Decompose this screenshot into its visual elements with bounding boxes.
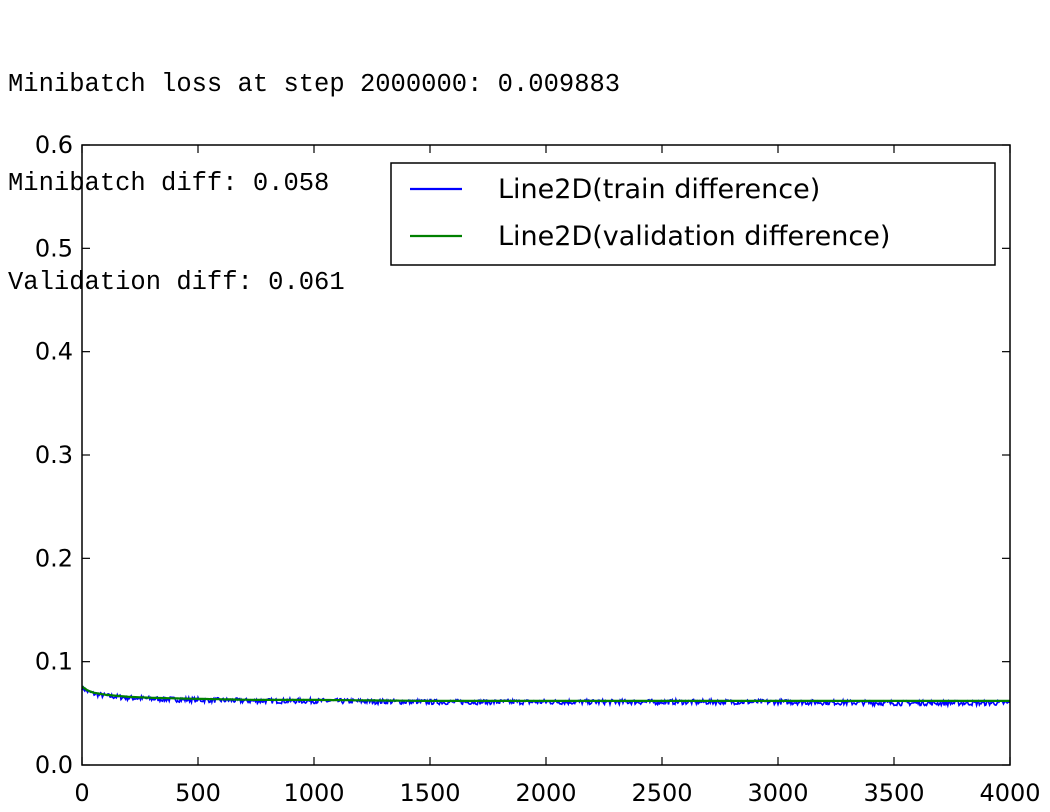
- x-tick-label: 500: [175, 779, 221, 807]
- y-tick-label: 0.5: [35, 234, 73, 262]
- console-line-minibatch-diff: Minibatch diff: 0.058: [8, 169, 330, 198]
- y-tick-label: 0.1: [35, 648, 73, 676]
- y-tick-label: 0.2: [35, 544, 73, 572]
- y-tick-label: 0.6: [35, 131, 73, 159]
- x-tick-label: 0: [74, 779, 89, 807]
- y-tick-label: 0.0: [35, 751, 73, 779]
- legend-box: [390, 162, 996, 266]
- series-line-validation: [81, 685, 1010, 703]
- legend-label: Line2D(train difference): [498, 174, 820, 205]
- console-line-validation-diff: Validation diff: 0.061: [8, 268, 345, 297]
- x-tick-label: 2000: [515, 779, 576, 807]
- x-tick-label: 1500: [399, 779, 460, 807]
- x-tick-label: 2500: [631, 779, 692, 807]
- x-tick-label: 3500: [863, 779, 924, 807]
- y-tick-label: 0.4: [35, 338, 73, 366]
- series-line-train: [81, 685, 1011, 709]
- series-layer: [81, 685, 1011, 709]
- console-output: Minibatch loss at step 2000000: 0.009883…: [8, 2, 620, 332]
- y-tick-label: 0.3: [35, 441, 73, 469]
- console-line-loss: Minibatch loss at step 2000000: 0.009883: [8, 70, 621, 99]
- x-tick-label: 4000: [979, 779, 1040, 807]
- legend-label: Line2D(validation difference): [498, 221, 890, 252]
- ticks-layer: 0 500 1000 1500 2000 2500 3000 3500 4000 0.0 0.1 0.…: [35, 131, 1041, 807]
- legend: Line2D(train difference) Line2D(validatio…: [390, 162, 996, 266]
- x-tick-label: 3000: [747, 779, 808, 807]
- x-tick-label: 1000: [283, 779, 344, 807]
